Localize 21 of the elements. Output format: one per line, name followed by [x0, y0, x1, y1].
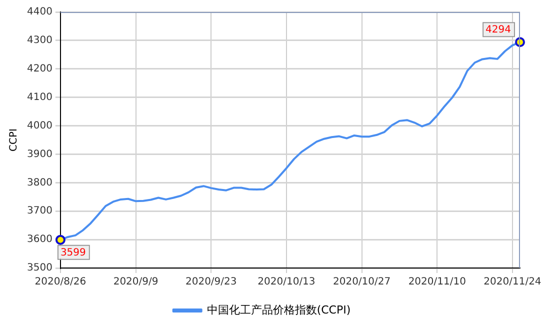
y-tick-label: 3900 [26, 148, 52, 160]
x-tick-label: 2020/8/26 [34, 276, 86, 288]
data-label: 4294 [486, 24, 512, 36]
y-axis-title: CCPI [8, 128, 20, 152]
x-tick-label: 2020/9/9 [113, 276, 158, 288]
x-tick-label: 2020/10/13 [258, 276, 316, 288]
y-tick-label: 3500 [26, 262, 52, 274]
y-tick-label: 4300 [26, 35, 52, 46]
y-tick-label: 4400 [26, 6, 52, 18]
y-tick-label: 3800 [26, 177, 52, 188]
x-tick-label: 2020/10/27 [332, 276, 391, 288]
legend-label: 中国化工产品价格指数(CCPI) [206, 303, 351, 316]
x-tick-label: 2020/11/10 [408, 276, 466, 288]
x-tick-label: 2020/9/23 [185, 276, 237, 288]
y-tick-label: 3600 [26, 234, 52, 246]
y-tick-label: 4000 [26, 120, 52, 132]
data-label: 3599 [60, 247, 86, 258]
x-tick-label: 2020/11/24 [484, 276, 542, 288]
y-tick-label: 3700 [26, 206, 52, 217]
y-tick-label: 4100 [26, 92, 52, 103]
y-tick-label: 4200 [26, 63, 52, 74]
